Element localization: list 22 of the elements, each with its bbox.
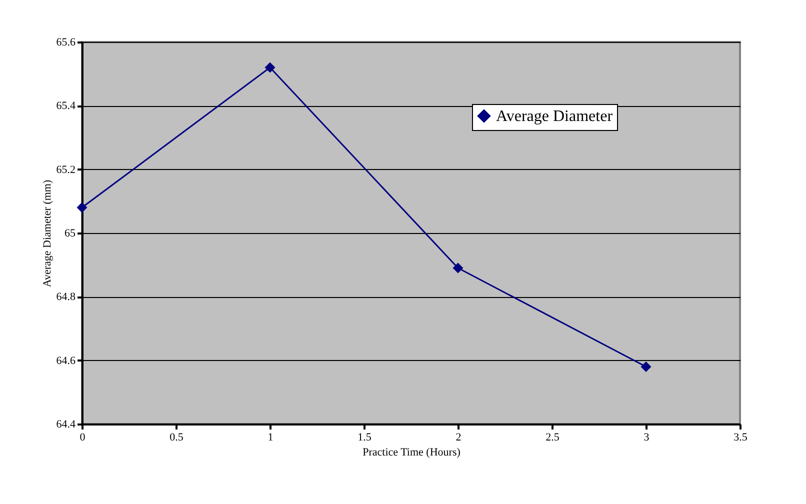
y-tick-label: 65.2: [56, 164, 76, 176]
point: [76, 202, 88, 213]
x-tick-label: 1.5: [358, 432, 372, 444]
point: [640, 361, 652, 372]
y-tick-label: 65: [64, 228, 76, 240]
y-tick-label: 64.4: [56, 418, 76, 430]
x-tick-label: 3: [644, 432, 650, 444]
x-tick-label: 1: [268, 432, 274, 444]
legend-label: Average Diameter: [496, 108, 614, 125]
y-tick-label: 64.8: [56, 291, 76, 304]
x-tick-label: 2.5: [546, 432, 560, 444]
x-axis-title: Practice Time (Hours): [362, 446, 461, 458]
point: [452, 262, 464, 274]
y-tick-label: 64.6: [56, 354, 76, 367]
x-tick-label: 0.5: [170, 432, 184, 444]
y-tick-label: 65.4: [56, 100, 76, 112]
x-tick-label: 0: [80, 432, 86, 444]
x-tick-label: 3.5: [734, 432, 748, 444]
x-tick-label: 2: [456, 432, 462, 444]
point: [264, 62, 276, 73]
y-tick-label: 65.6: [56, 36, 76, 48]
y-axis-title: Average Diameter (mm): [41, 180, 54, 288]
